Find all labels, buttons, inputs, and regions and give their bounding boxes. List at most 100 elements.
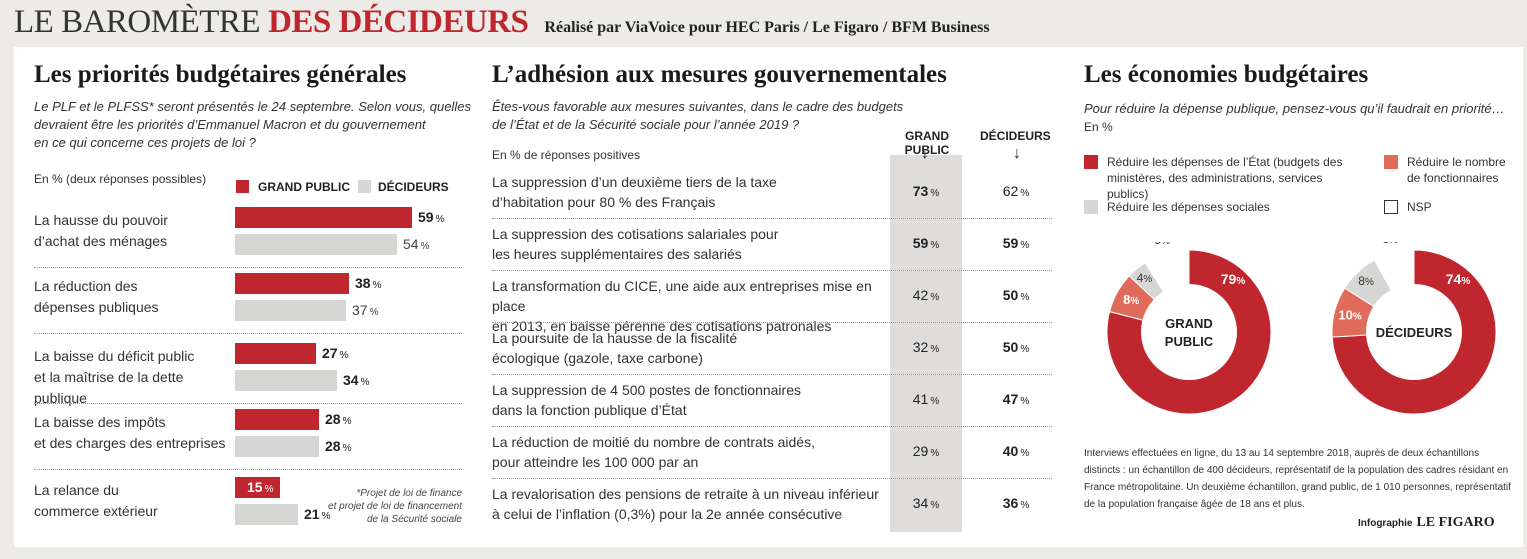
left-question-line: Le PLF et le PLFSS* seront présentés le … [34,99,471,114]
header-subtitle: Réalisé par ViaVoice pour HEC Paris / Le… [544,19,990,36]
value-number: 50 [1002,339,1019,355]
value-number: 29 [912,443,929,459]
donut-value-number: 79 [1221,271,1237,287]
percent-sign: % [1020,188,1030,199]
percent-sign: % [420,241,430,252]
bar-value-label: 34% [343,372,369,388]
value-number: 47 [1002,391,1019,407]
percent-sign: % [435,214,445,225]
bar-decideurs [235,504,298,525]
donut-center-label: PUBLIC [1165,334,1214,349]
legend-swatch-grand-public [236,180,249,193]
measure-label: La transformation du CICE, une aide aux … [492,276,882,336]
percent-sign: % [1020,240,1030,251]
grand-public-column-bg [890,155,962,532]
percent-sign: % [930,500,940,511]
value-number: 73 [912,183,929,199]
percent-sign: % [369,307,379,318]
donut-value-number: 10 [1338,308,1352,323]
donut-value-number: 74 [1446,271,1462,287]
row-divider [492,322,1052,323]
legend-label-line: de fonctionnaires [1407,171,1499,185]
value-grand-public: 73% [890,183,962,199]
value-grand-public: 32% [890,339,962,355]
bar-value-number: 37 [352,302,368,318]
legend-swatch [1384,200,1398,214]
value-number: 50 [1002,287,1019,303]
measure-label-line: écologique (gazole, taxe carbone) [492,350,703,366]
donut-hole [1141,284,1237,380]
bar-grand-public [235,343,316,364]
credit: Infographie LE FIGARO [1358,515,1495,531]
percent-sign: % [342,416,352,427]
donut-center-label: DÉCIDEURS [1376,325,1453,340]
bar-category-line: et la maîtrise de la dette publique [34,369,184,406]
middle-question: Êtes-vous favorable aux mesures suivante… [492,98,912,134]
bar-category-line: et des charges des entreprises [34,435,226,451]
methodology-line: de la population française âgée de 18 an… [1084,499,1305,510]
legend-label: NSP [1407,199,1527,215]
bar-decideurs [235,234,397,255]
middle-question-line: Êtes-vous favorable aux mesures suivante… [492,99,904,114]
legend-label: Réduire les dépenses sociales [1107,199,1367,215]
bar-category-line: La baisse du déficit public [34,348,195,364]
bar-grand-public [235,409,319,430]
methodology-line: France métropolitaine. Un deuxième échan… [1084,482,1511,493]
value-number: 40 [1002,443,1019,459]
row-divider [34,333,462,334]
bar-grand-public [235,273,349,294]
bar-value-label: 38% [355,275,381,291]
right-note: En % [1084,120,1113,134]
bar-value-label: 15% [247,479,273,495]
percent-sign: % [1143,274,1152,285]
bar-value-label: 27% [322,345,348,361]
percent-sign: % [342,443,352,454]
percent-sign: % [1461,276,1470,287]
footnote-line: et projet de loi de financement [328,501,462,512]
row-divider [492,270,1052,271]
bar-value-number: 34 [343,372,359,388]
legend-label: Réduire le nombre de fonctionnaires [1407,154,1527,186]
value-decideurs: 36% [980,495,1052,511]
value-number: 36 [1002,495,1019,511]
col-header-grand-public: GRAND PUBLIC [904,129,950,157]
bar-value-label: 37% [352,302,378,318]
header: LE BAROMÈTRE DES DÉCIDEURS Réalisé par V… [0,0,1527,44]
legend-swatch [1084,200,1098,214]
legend-label-grand-public: GRAND PUBLIC [258,180,350,194]
legend-label-decideurs: DÉCIDEURS [378,180,449,194]
left-footnote: *Projet de loi de finance et projet de l… [284,487,462,526]
donut-value-label: 8% [1358,274,1374,288]
measure-label-line: d’habitation pour 80 % des Français [492,194,716,210]
percent-sign: % [1130,296,1139,307]
footnote-line: de la Sécurité sociale [366,514,462,525]
methodology-line: Interviews effectuées en ligne, du 13 au… [1084,448,1480,459]
value-number: 34 [912,495,929,511]
donut-value-label: 10% [1338,308,1361,323]
bar-value-number: 38 [355,275,371,291]
bar-value-number: 59 [418,209,434,225]
measure-label: La suppression d’un deuxième tiers de la… [492,172,882,212]
left-title: Les priorités budgétaires générales [34,61,407,88]
bar-value-number: 21 [304,506,320,522]
left-question-line: en ce qui concerne ces projets de loi ? [34,135,256,150]
percent-sign: % [930,344,940,355]
footnote-line: *Projet de loi de finance [356,488,462,499]
bar-category-label: La baisse des impôts et des charges des e… [34,412,234,454]
percent-sign: % [930,448,940,459]
value-number: 42 [912,287,929,303]
value-number: 62 [1002,183,1019,199]
bar-value-label: 54% [403,236,429,252]
percent-sign: % [930,292,940,303]
percent-sign: % [930,188,940,199]
legend-swatch-decideurs [358,180,371,193]
donut-value-number: 4 [1137,271,1144,285]
bar-value-number: 28 [325,438,341,454]
bar-decideurs [235,300,346,321]
bar-category-line: La relance du [34,482,119,498]
donut-value-number: 9 [1154,242,1161,247]
donut-value-label: 8% [1382,242,1398,246]
bar-category-line: dépenses publiques [34,299,159,315]
le-figaro-logo: LE FIGARO [1416,515,1495,530]
bar-category-line: La baisse des impôts [34,414,166,430]
